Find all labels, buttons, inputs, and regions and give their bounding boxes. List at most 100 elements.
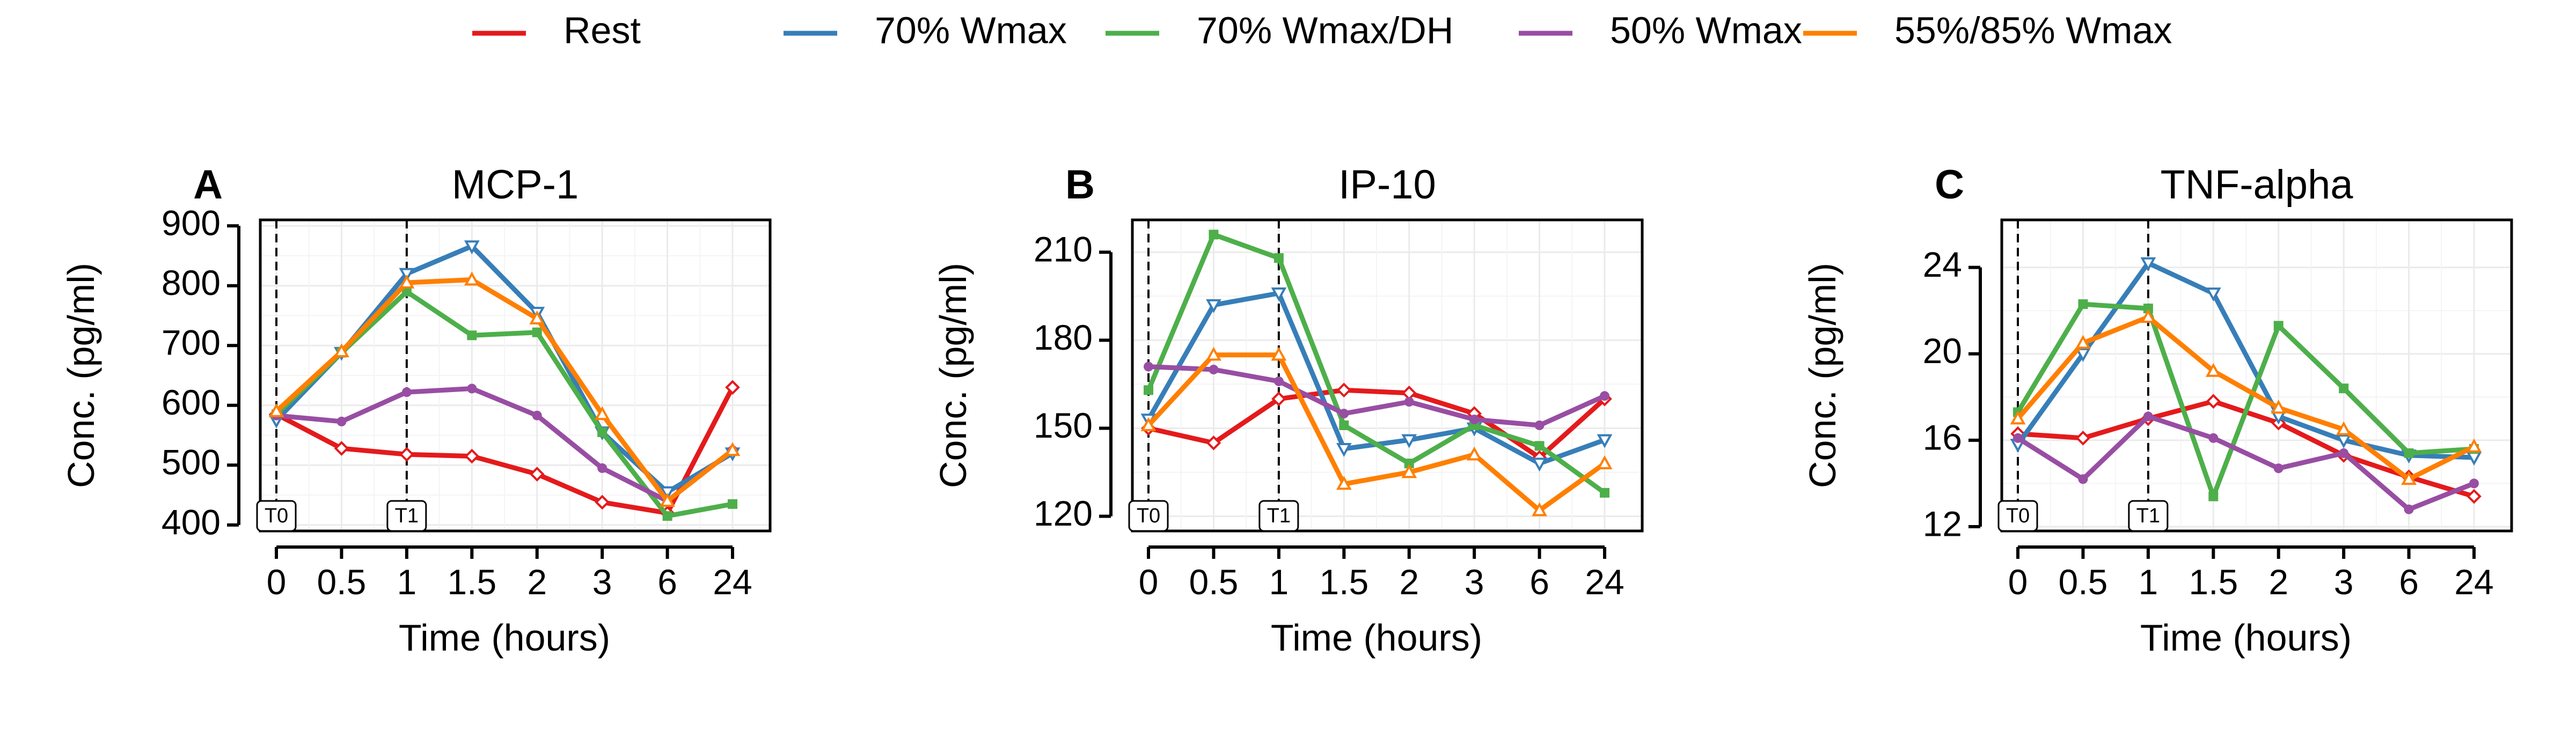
plot-border — [259, 218, 772, 533]
y-tick-label: 16 — [1923, 417, 1962, 457]
timepoint-label-t1: T1 — [2136, 505, 2160, 527]
data-point-55-85-wmax-2 — [1401, 464, 1417, 478]
data-point-70-wmax-6 — [660, 486, 675, 500]
data-point-70-wmax-dh-6 — [1534, 441, 1545, 451]
data-point-50-wmax-1-5 — [467, 383, 477, 394]
legend-label: 50% Wmax — [1610, 9, 1802, 51]
panel-letter: B — [1065, 162, 1095, 208]
data-point-70-wmax-3 — [2336, 434, 2352, 448]
x-tick-label: 2 — [2268, 562, 2288, 602]
data-point-50-wmax-0-5 — [1209, 365, 1219, 375]
timepoint-box-t1 — [2128, 500, 2169, 532]
data-point-55-85-wmax-1-5 — [1336, 476, 1352, 490]
data-point-55-85-wmax-1 — [399, 274, 415, 289]
data-point-50-wmax-0 — [2013, 433, 2023, 443]
x-tick-label: 6 — [657, 562, 677, 602]
legend-item-rest: Rest — [472, 9, 641, 51]
data-point-70-wmax-dh-1-5 — [2208, 491, 2219, 501]
y-tick-label: 180 — [1034, 317, 1093, 357]
data-point-50-wmax-3 — [597, 463, 608, 473]
data-point-50-wmax-24 — [1600, 391, 1609, 401]
data-point-70-wmax-1 — [2140, 257, 2156, 271]
y-axis-title: Conc. (pg/ml) — [1802, 263, 1843, 488]
timepoint-box-t1 — [1258, 500, 1299, 532]
series-line-70-wmax-dh — [1146, 232, 1606, 495]
legend-label: Rest — [564, 9, 641, 51]
x-tick-label: 3 — [1465, 562, 1484, 602]
data-point-70-wmax-2 — [1401, 434, 1417, 448]
data-point-70-wmax-1-5 — [1336, 442, 1352, 457]
data-point-70-wmax-0-5 — [1206, 299, 1221, 313]
timepoint-label-t0: T0 — [2006, 505, 2030, 527]
data-point-50-wmax-0 — [1144, 361, 1153, 372]
y-tick-label: 150 — [1034, 405, 1093, 445]
data-point-55-85-wmax-1-5 — [2205, 363, 2221, 377]
data-point-55-85-wmax-0 — [2010, 410, 2026, 425]
data-point-55-85-wmax-3 — [594, 406, 610, 420]
y-tick-label: 24 — [1923, 245, 1962, 284]
series-line-55-85-wmax — [2016, 314, 2476, 482]
x-tick-label: 0.5 — [2059, 562, 2108, 602]
y-tick-label: 800 — [162, 263, 221, 302]
data-point-55-85-wmax-2 — [2271, 400, 2287, 414]
x-tick-label: 24 — [713, 562, 752, 602]
data-point-50-wmax-2 — [1404, 397, 1414, 407]
x-tick-label: 6 — [1529, 562, 1549, 602]
y-tick-label: 600 — [162, 382, 221, 422]
data-point-70-wmax-dh-1 — [401, 286, 412, 297]
x-tick-label: 3 — [2334, 562, 2354, 602]
x-axis-title: Time (hours) — [2140, 617, 2352, 659]
x-tick-label: 2 — [1399, 562, 1419, 602]
axes: 120 150 180 210 0 0.5 1 1.5 2 3 6 24 — [1034, 230, 1624, 602]
data-point-50-wmax-2 — [2273, 463, 2284, 474]
data-point-rest-1-5 — [1336, 382, 1352, 398]
y-tick-label: 400 — [162, 502, 221, 542]
y-axis-title: Conc. (pg/ml) — [60, 263, 102, 488]
data-point-55-85-wmax-24 — [724, 442, 741, 456]
data-point-50-wmax-6 — [1534, 420, 1545, 431]
plot-border — [1131, 218, 1644, 533]
data-point-70-wmax-dh-0-5 — [1209, 230, 1219, 240]
x-tick-label: 1 — [397, 562, 416, 602]
timepoint-box-t0 — [256, 500, 297, 532]
x-axis-title: Time (hours) — [399, 617, 610, 659]
x-tick-label: 2 — [527, 562, 547, 602]
x-tick-label: 0 — [2008, 562, 2028, 602]
data-point-70-wmax-1 — [399, 268, 415, 282]
data-point-55-85-wmax-0 — [268, 403, 284, 417]
data-point-rest-1-5 — [2206, 394, 2221, 409]
series-50-wmax — [2013, 411, 2479, 514]
axes: 400 500 600 700 800 900 0 0.5 1 1.5 2 3 6 24 — [162, 203, 752, 602]
data-point-50-wmax-1-5 — [1339, 409, 1349, 419]
series-line-rest — [1148, 387, 1607, 460]
data-point-50-wmax-3 — [2339, 448, 2349, 458]
data-point-70-wmax-6 — [1532, 457, 1547, 472]
data-point-55-85-wmax-0 — [1140, 417, 1157, 431]
data-point-55-85-wmax-2 — [529, 310, 545, 324]
timepoint-label-t1: T1 — [395, 505, 419, 527]
data-point-70-wmax-dh-2 — [2273, 321, 2284, 331]
panel-letter: A — [193, 162, 223, 208]
panel-title: TNF-alpha — [2161, 162, 2354, 208]
panel-title: IP-10 — [1338, 162, 1436, 208]
data-point-70-wmax-dh-2 — [1404, 459, 1414, 469]
data-point-70-wmax-dh-2 — [532, 327, 542, 337]
data-point-70-wmax-dh-24 — [728, 499, 737, 509]
data-point-rest-1 — [1271, 391, 1286, 407]
data-point-rest-0-5 — [334, 441, 349, 456]
x-tick-label: 0 — [267, 562, 287, 602]
data-point-55-85-wmax-0-5 — [334, 343, 349, 358]
data-point-55-85-wmax-0-5 — [2075, 335, 2091, 349]
data-point-50-wmax-24 — [2469, 478, 2479, 489]
x-tick-label: 1.5 — [1319, 562, 1368, 602]
series-line-50-wmax — [276, 386, 734, 504]
series-line-55-85-wmax — [1146, 352, 1606, 513]
data-point-70-wmax-dh-0 — [1144, 385, 1153, 395]
panel-ip-10: T0 T1 120 150 180 210 0 0.5 1 1.5 2 3 6 24 Time (hours… — [932, 162, 1644, 659]
timepoint-label-t0: T0 — [1137, 505, 1160, 527]
x-tick-label: 1 — [1269, 562, 1289, 602]
data-point-50-wmax-1 — [401, 387, 412, 397]
data-point-55-85-wmax-6 — [660, 493, 675, 507]
x-tick-label: 24 — [1585, 562, 1624, 602]
